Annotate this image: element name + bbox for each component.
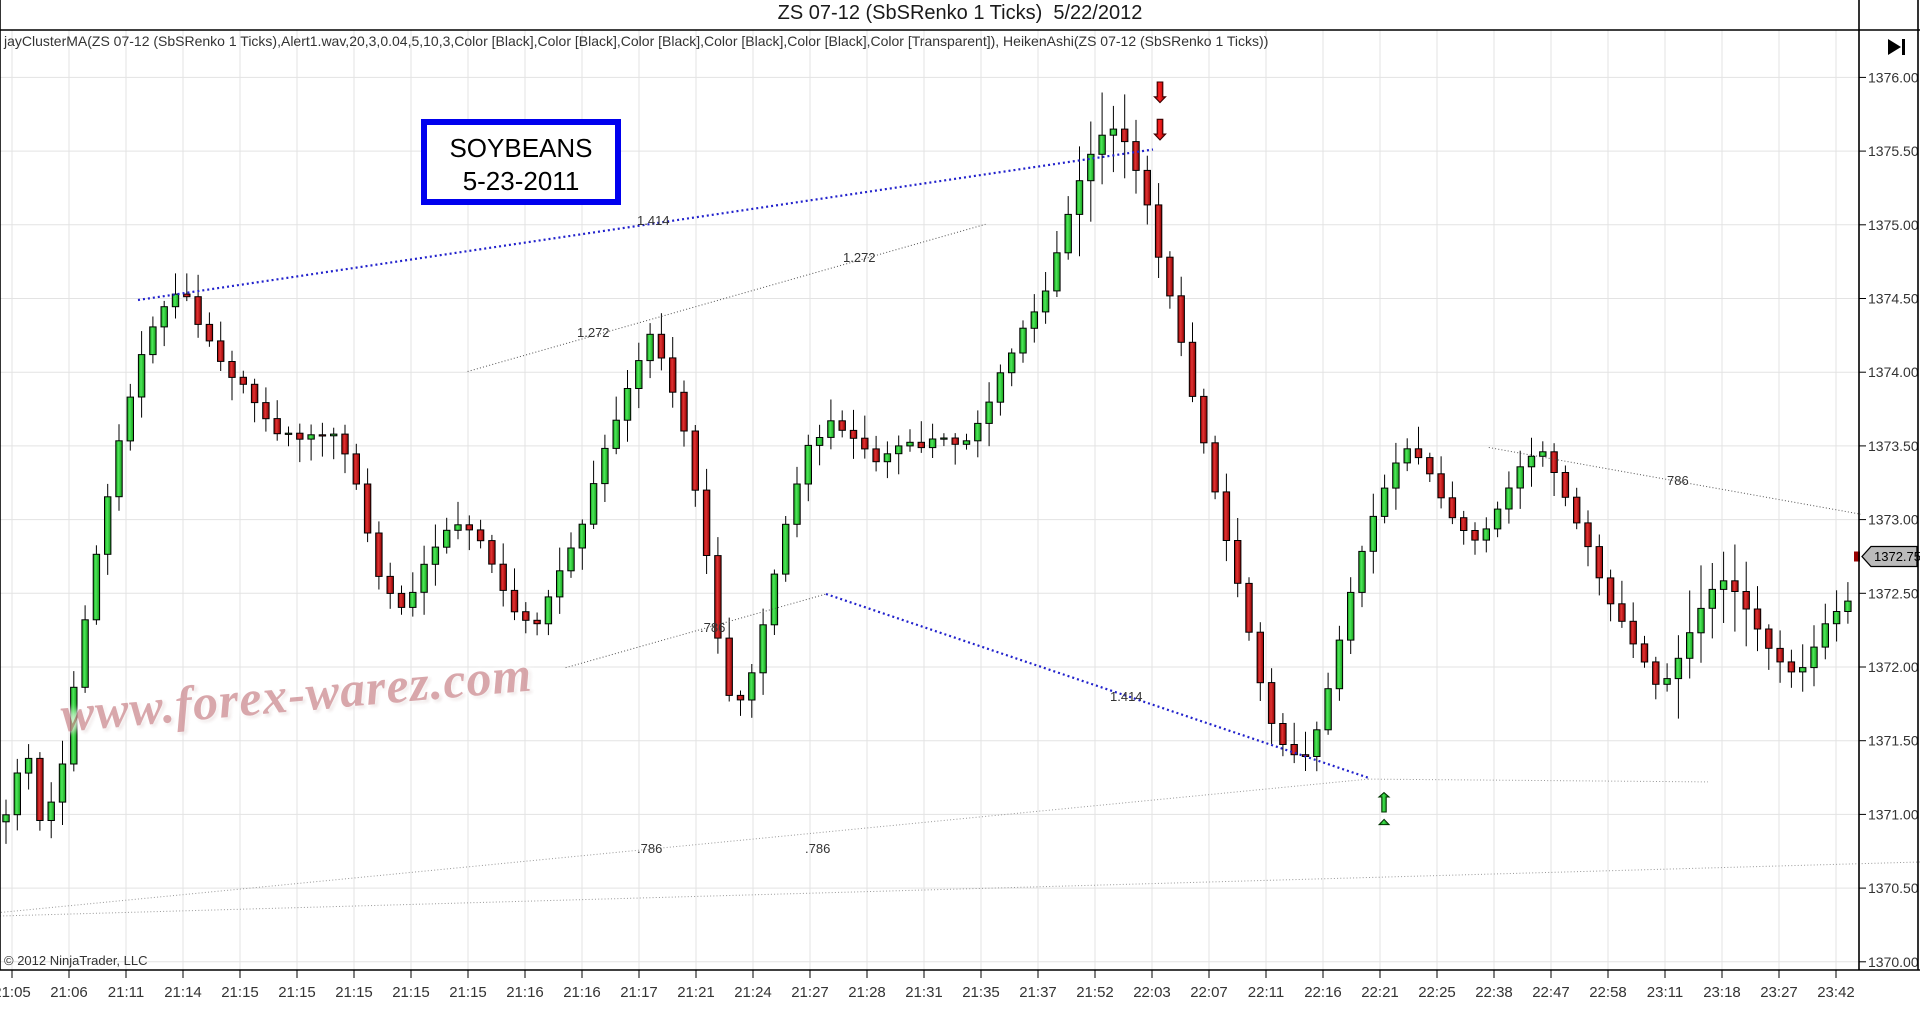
svg-text:1370.00: 1370.00 xyxy=(1868,954,1919,970)
svg-text:21:11: 21:11 xyxy=(108,984,144,1001)
svg-text:5-23-2011: 5-23-2011 xyxy=(463,166,580,196)
svg-text:© 2012 NinjaTrader, LLC: © 2012 NinjaTrader, LLC xyxy=(4,953,148,968)
svg-text:22:38: 22:38 xyxy=(1475,984,1513,1001)
svg-text:.786: .786 xyxy=(637,841,662,856)
svg-text:21:28: 21:28 xyxy=(848,984,886,1001)
svg-text:22:11: 22:11 xyxy=(1248,984,1284,1001)
svg-text:23:27: 23:27 xyxy=(1760,984,1798,1001)
svg-text:21:27: 21:27 xyxy=(791,984,829,1001)
svg-text:21:16: 21:16 xyxy=(506,984,544,1001)
svg-text:23:42: 23:42 xyxy=(1817,984,1855,1001)
svg-text:22:21: 22:21 xyxy=(1361,984,1399,1001)
svg-text:23:11: 23:11 xyxy=(1647,984,1683,1001)
svg-text:SOYBEANS: SOYBEANS xyxy=(449,133,592,163)
svg-text:22:03: 22:03 xyxy=(1133,984,1171,1001)
svg-text:1372.75: 1372.75 xyxy=(1874,549,1920,564)
svg-text:1375.00: 1375.00 xyxy=(1868,217,1919,233)
svg-text:21:15: 21:15 xyxy=(278,984,316,1001)
svg-text:21:17: 21:17 xyxy=(620,984,658,1001)
svg-text:1371.00: 1371.00 xyxy=(1868,806,1919,822)
svg-text:.786: .786 xyxy=(700,620,725,635)
svg-text:21:37: 21:37 xyxy=(1019,984,1057,1001)
svg-text:1374.50: 1374.50 xyxy=(1868,291,1919,307)
svg-text:21:15: 21:15 xyxy=(392,984,430,1001)
svg-text:1372.00: 1372.00 xyxy=(1868,659,1919,675)
svg-text:23:18: 23:18 xyxy=(1703,984,1741,1001)
svg-text:22:47: 22:47 xyxy=(1532,984,1570,1001)
svg-text:21:52: 21:52 xyxy=(1076,984,1114,1001)
svg-text:21:06: 21:06 xyxy=(50,984,88,1001)
svg-text:21:16: 21:16 xyxy=(563,984,601,1001)
svg-text:1374.00: 1374.00 xyxy=(1868,364,1919,380)
svg-text:21:15: 21:15 xyxy=(449,984,487,1001)
svg-text:21:31: 21:31 xyxy=(905,984,943,1001)
svg-text:1373.50: 1373.50 xyxy=(1868,438,1919,454)
svg-text:1372.50: 1372.50 xyxy=(1868,585,1919,601)
svg-text:1.414: 1.414 xyxy=(637,213,670,228)
svg-text:1.414: 1.414 xyxy=(1110,689,1143,704)
svg-text:21:14: 21:14 xyxy=(164,984,202,1001)
svg-text:1.272: 1.272 xyxy=(843,250,876,265)
svg-text:1371.50: 1371.50 xyxy=(1868,733,1919,749)
svg-text:21:15: 21:15 xyxy=(221,984,259,1001)
svg-text:21:35: 21:35 xyxy=(962,984,1000,1001)
svg-text:22:25: 22:25 xyxy=(1418,984,1456,1001)
svg-text:21:15: 21:15 xyxy=(335,984,373,1001)
svg-text:21:21: 21:21 xyxy=(677,984,715,1001)
svg-text:22:07: 22:07 xyxy=(1190,984,1228,1001)
svg-text:786: 786 xyxy=(1667,473,1689,488)
svg-text:21:24: 21:24 xyxy=(734,984,772,1001)
svg-text:1376.00: 1376.00 xyxy=(1868,69,1919,85)
svg-text:.786: .786 xyxy=(805,841,830,856)
svg-text:1370.50: 1370.50 xyxy=(1868,880,1919,896)
svg-text:22:58: 22:58 xyxy=(1589,984,1627,1001)
svg-text:1.272: 1.272 xyxy=(577,325,610,340)
svg-text:1373.00: 1373.00 xyxy=(1868,512,1919,528)
svg-text:1375.50: 1375.50 xyxy=(1868,143,1919,159)
svg-text:21:05: 21:05 xyxy=(0,984,31,1001)
svg-text:22:16: 22:16 xyxy=(1304,984,1342,1001)
